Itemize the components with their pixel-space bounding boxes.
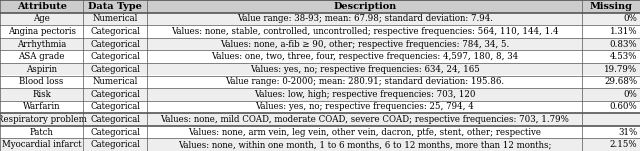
- Text: Values: none, stable, controlled, uncontrolled; respective frequencies: 564, 110: Values: none, stable, controlled, uncont…: [171, 27, 559, 36]
- Bar: [582, 13, 640, 25]
- Bar: [0, 50, 83, 63]
- Bar: [147, 138, 582, 151]
- Bar: [83, 0, 147, 13]
- Text: Values: yes, no; respective frequencies: 634, 24, 165: Values: yes, no; respective frequencies:…: [250, 65, 479, 74]
- Text: Myocardial infarct: Myocardial infarct: [2, 140, 81, 149]
- Text: Values: none, a-fib ≥ 90, other; respective frequencies: 784, 34, 5.: Values: none, a-fib ≥ 90, other; respect…: [220, 40, 509, 48]
- Text: Warfarin: Warfarin: [23, 103, 60, 111]
- Bar: [0, 25, 83, 38]
- Bar: [83, 88, 147, 101]
- Bar: [83, 38, 147, 50]
- Text: Values: none, arm vein, leg vein, other vein, dacron, ptfe, stent, other; respec: Values: none, arm vein, leg vein, other …: [188, 128, 541, 137]
- Text: 0.60%: 0.60%: [610, 103, 637, 111]
- Bar: [582, 76, 640, 88]
- Bar: [147, 126, 582, 138]
- Text: Numerical: Numerical: [93, 77, 138, 86]
- Bar: [147, 38, 582, 50]
- Bar: [147, 76, 582, 88]
- Text: Categorical: Categorical: [90, 52, 140, 61]
- Bar: [582, 113, 640, 126]
- Bar: [582, 101, 640, 113]
- Text: Values: one, two, three, four, respective frequencies: 4,597, 180, 8, 34: Values: one, two, three, four, respectiv…: [211, 52, 518, 61]
- Text: Missing: Missing: [589, 2, 633, 11]
- Text: Description: Description: [333, 2, 396, 11]
- Bar: [582, 138, 640, 151]
- Bar: [582, 88, 640, 101]
- Text: Age: Age: [33, 14, 50, 23]
- Text: Data Type: Data Type: [88, 2, 142, 11]
- Bar: [147, 113, 582, 126]
- Bar: [0, 138, 83, 151]
- Bar: [0, 63, 83, 76]
- Bar: [0, 38, 83, 50]
- Bar: [147, 63, 582, 76]
- Text: 0%: 0%: [623, 14, 637, 23]
- Text: Respiratory problem: Respiratory problem: [0, 115, 86, 124]
- Bar: [83, 25, 147, 38]
- Bar: [147, 0, 582, 13]
- Bar: [582, 50, 640, 63]
- Text: Risk: Risk: [32, 90, 51, 99]
- Bar: [582, 63, 640, 76]
- Bar: [0, 76, 83, 88]
- Text: Categorical: Categorical: [90, 65, 140, 74]
- Text: Patch: Patch: [29, 128, 54, 137]
- Text: Values: none, within one month, 1 to 6 months, 6 to 12 months, more than 12 mont: Values: none, within one month, 1 to 6 m…: [178, 140, 552, 149]
- Text: 0%: 0%: [623, 90, 637, 99]
- Bar: [0, 13, 83, 25]
- Bar: [0, 113, 83, 126]
- Bar: [147, 50, 582, 63]
- Text: Value range: 38-93; mean: 67.98; standard deviation: 7.94.: Value range: 38-93; mean: 67.98; standar…: [237, 14, 493, 23]
- Text: 29.68%: 29.68%: [604, 77, 637, 86]
- Text: Categorical: Categorical: [90, 140, 140, 149]
- Bar: [0, 126, 83, 138]
- Text: Angina pectoris: Angina pectoris: [8, 27, 76, 36]
- Text: Values: low, high; respective frequencies: 703, 120: Values: low, high; respective frequencie…: [254, 90, 476, 99]
- Text: Values: yes, no; respective frequencies: 25, 794, 4: Values: yes, no; respective frequencies:…: [255, 103, 474, 111]
- Bar: [83, 50, 147, 63]
- Bar: [0, 0, 83, 13]
- Text: Categorical: Categorical: [90, 128, 140, 137]
- Bar: [83, 13, 147, 25]
- Bar: [147, 25, 582, 38]
- Text: 19.79%: 19.79%: [604, 65, 637, 74]
- Bar: [147, 13, 582, 25]
- Bar: [83, 101, 147, 113]
- Bar: [83, 63, 147, 76]
- Text: Arrhythmia: Arrhythmia: [17, 40, 66, 48]
- Bar: [147, 101, 582, 113]
- Text: Values: none, mild COAD, moderate COAD, severe COAD; respective frequencies: 703: Values: none, mild COAD, moderate COAD, …: [161, 115, 569, 124]
- Text: 4.53%: 4.53%: [610, 52, 637, 61]
- Text: Categorical: Categorical: [90, 103, 140, 111]
- Bar: [582, 38, 640, 50]
- Text: ASA grade: ASA grade: [19, 52, 65, 61]
- Text: Categorical: Categorical: [90, 90, 140, 99]
- Bar: [147, 88, 582, 101]
- Bar: [83, 138, 147, 151]
- Text: Numerical: Numerical: [93, 14, 138, 23]
- Text: 2.15%: 2.15%: [610, 140, 637, 149]
- Bar: [83, 113, 147, 126]
- Bar: [582, 126, 640, 138]
- Text: Blood loss: Blood loss: [19, 77, 64, 86]
- Text: Value range: 0-2000; mean: 280.91; standard deviation: 195.86.: Value range: 0-2000; mean: 280.91; stand…: [225, 77, 504, 86]
- Text: Categorical: Categorical: [90, 40, 140, 48]
- Text: Categorical: Categorical: [90, 115, 140, 124]
- Bar: [83, 126, 147, 138]
- Text: Attribute: Attribute: [17, 2, 67, 11]
- Text: 1.31%: 1.31%: [610, 27, 637, 36]
- Bar: [0, 101, 83, 113]
- Text: 31%: 31%: [618, 128, 637, 137]
- Bar: [83, 76, 147, 88]
- Bar: [582, 25, 640, 38]
- Text: 0.83%: 0.83%: [610, 40, 637, 48]
- Bar: [582, 0, 640, 13]
- Bar: [0, 88, 83, 101]
- Text: Categorical: Categorical: [90, 27, 140, 36]
- Text: Aspirin: Aspirin: [26, 65, 57, 74]
